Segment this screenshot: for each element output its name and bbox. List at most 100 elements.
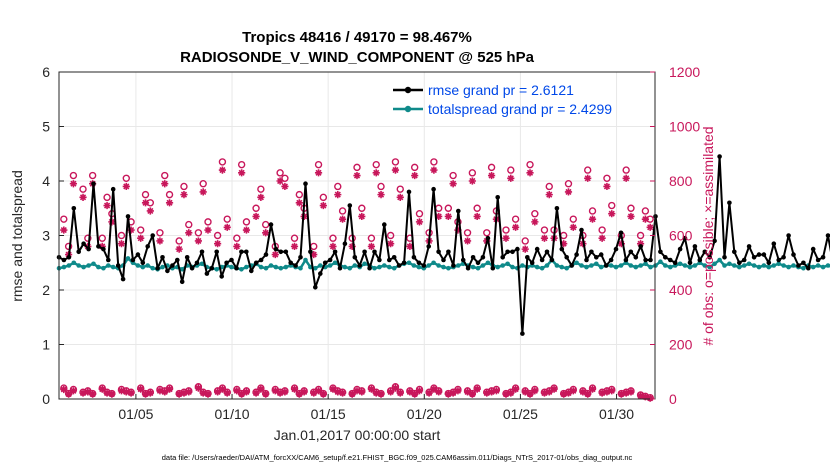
totalspread-point — [682, 263, 688, 268]
totalspread-point — [446, 265, 451, 271]
possible-obs-marker — [329, 234, 337, 242]
rmse-point — [663, 254, 668, 260]
assimilated-obs-marker — [367, 242, 376, 250]
totalspread-point — [717, 257, 722, 263]
totalspread-point — [101, 265, 106, 271]
rmse-point — [677, 246, 683, 252]
rmse-point — [303, 181, 308, 186]
rmse-point — [150, 233, 155, 238]
rmse-point — [125, 214, 131, 219]
totalspread-point — [480, 263, 486, 268]
right-tick-label: 1000 — [669, 119, 700, 135]
rmse-point — [209, 265, 215, 271]
totalspread-point — [352, 263, 358, 268]
rmse-point — [589, 249, 594, 255]
assimilated-obs-marker-low — [165, 385, 174, 393]
possible-obs-marker — [598, 226, 606, 234]
x-tick-label: 01/25 — [503, 406, 538, 422]
totalspread-point — [520, 263, 525, 268]
assimilated-obs-marker-low — [387, 388, 395, 396]
rmse-point — [293, 263, 298, 268]
rmse-point — [584, 257, 589, 263]
assimilated-obs-marker — [338, 215, 347, 223]
assimilated-obs-marker — [358, 212, 366, 221]
assimilated-obs-marker-low — [310, 389, 318, 397]
possible-obs-marker — [252, 204, 260, 212]
totalspread-point — [648, 264, 653, 270]
totalspread-point — [382, 263, 387, 268]
assimilated-obs-marker — [98, 242, 106, 250]
assimilated-obs-marker — [406, 242, 414, 250]
assimilated-obs-marker — [598, 234, 606, 242]
possible-obs-marker — [79, 185, 87, 193]
assimilated-obs-marker — [141, 199, 150, 207]
rmse-point — [672, 260, 678, 266]
possible-obs-marker — [117, 231, 126, 240]
possible-obs-marker — [257, 185, 265, 193]
x-axis-label: Jan.01,2017 00:00:00 start — [274, 427, 441, 443]
possible-obs-marker — [218, 158, 227, 166]
totalspread-point — [475, 265, 481, 271]
possible-obs-marker — [295, 190, 304, 199]
assimilated-obs-marker — [564, 188, 573, 196]
rmse-point — [81, 241, 86, 246]
possible-obs-marker — [175, 237, 183, 245]
assimilated-obs-marker-low — [468, 390, 476, 398]
assimilated-obs-marker — [540, 234, 549, 242]
rmse-point — [746, 244, 752, 249]
rmse-point — [130, 257, 136, 263]
totalspread-point — [761, 263, 767, 268]
possible-obs-marker — [165, 190, 174, 199]
totalspread-point — [633, 264, 639, 270]
legend-rmse-marker — [404, 86, 412, 94]
rmse-point — [318, 271, 323, 276]
rmse-point — [810, 246, 816, 252]
assimilated-obs-marker — [238, 169, 246, 177]
assimilated-obs-marker — [262, 229, 270, 237]
totalspread-point — [278, 265, 284, 271]
rmse-point — [539, 257, 545, 263]
assimilated-obs-marker-low — [526, 390, 534, 398]
right-axis-ticks: 0 200 400 600 800 1000 1200 — [650, 64, 700, 407]
possible-obs-marker — [185, 220, 193, 229]
rmse-point — [648, 257, 653, 263]
assimilated-obs-marker — [468, 177, 476, 185]
possible-obs-marker — [545, 182, 553, 191]
assimilated-obs-marker-low — [487, 388, 496, 396]
assimilated-obs-marker-low — [214, 388, 222, 396]
rmse-point — [623, 257, 629, 263]
possible-obs-marker — [564, 180, 573, 188]
rmse-point — [446, 249, 451, 255]
assimilated-obs-marker-low — [430, 385, 438, 393]
rmse-point — [490, 265, 496, 271]
possible-obs-marker — [64, 242, 73, 251]
assimilated-obs-marker-low — [262, 390, 270, 398]
rmse-point — [633, 254, 639, 260]
totalspread-series — [56, 256, 830, 272]
assimilated-obs-marker-low — [411, 390, 419, 398]
rmse-point — [687, 260, 693, 266]
assimilated-obs-marker-low — [584, 390, 592, 398]
rmse-point — [781, 254, 786, 260]
assimilated-obs-marker — [146, 207, 154, 215]
rmse-point — [480, 254, 486, 260]
totalspread-point — [771, 263, 777, 268]
rmse-point — [382, 222, 387, 227]
assimilated-obs-marker — [348, 242, 356, 250]
possible-obs-series — [60, 158, 654, 402]
assimilated-obs-marker — [60, 226, 68, 234]
rmse-point — [377, 257, 382, 263]
rmse-point — [387, 257, 392, 263]
possible-obs-marker — [526, 160, 534, 169]
rmse-point — [258, 257, 264, 263]
totalspread-point — [179, 267, 185, 272]
possible-obs-marker — [276, 169, 284, 177]
totalspread-point — [628, 263, 634, 268]
totalspread-point — [786, 264, 791, 270]
totalspread-point — [318, 263, 323, 268]
assimilated-obs-marker — [622, 174, 630, 182]
totalspread-point — [273, 264, 279, 270]
assimilated-obs-marker — [387, 240, 395, 248]
right-axis-label: # of obs: o=possible; ×=assimilated — [700, 126, 716, 345]
assimilated-obs-marker — [521, 245, 529, 253]
